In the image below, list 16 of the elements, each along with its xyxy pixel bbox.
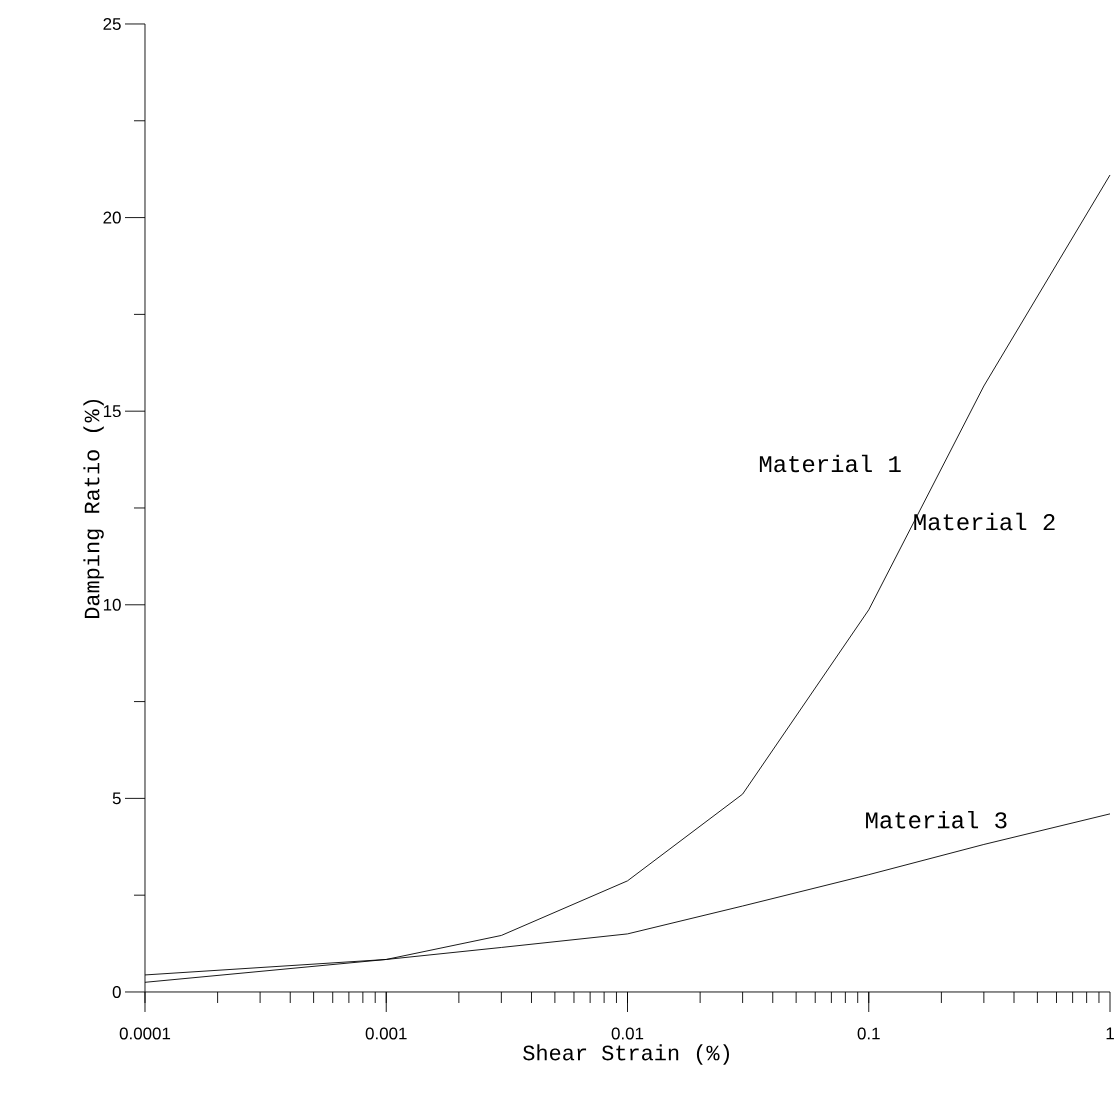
y-tick-label: 25 — [103, 17, 121, 30]
annotation: Material 3 — [866, 810, 1007, 829]
annotation: Material 2 — [914, 512, 1055, 531]
y-axis-title: Damping Ratio (%) — [83, 399, 104, 619]
x-tick-label: 0.001 — [365, 1027, 407, 1040]
annotation: Material 1 — [759, 454, 901, 473]
x-tick-label: 0.0001 — [119, 1027, 171, 1040]
y-tick-label: 10 — [103, 598, 121, 611]
y-tick-label: 20 — [103, 211, 121, 224]
x-tick-label: 1 — [1106, 1027, 1114, 1040]
x-tick-label: 0.1 — [857, 1027, 880, 1040]
y-tick-label: 15 — [103, 405, 121, 418]
x-axis-title: Shear Strain (%) — [523, 1044, 730, 1065]
y-tick-label: 0 — [112, 985, 121, 998]
x-tick-label: 0.01 — [611, 1027, 644, 1040]
y-tick-label: 5 — [112, 792, 121, 805]
